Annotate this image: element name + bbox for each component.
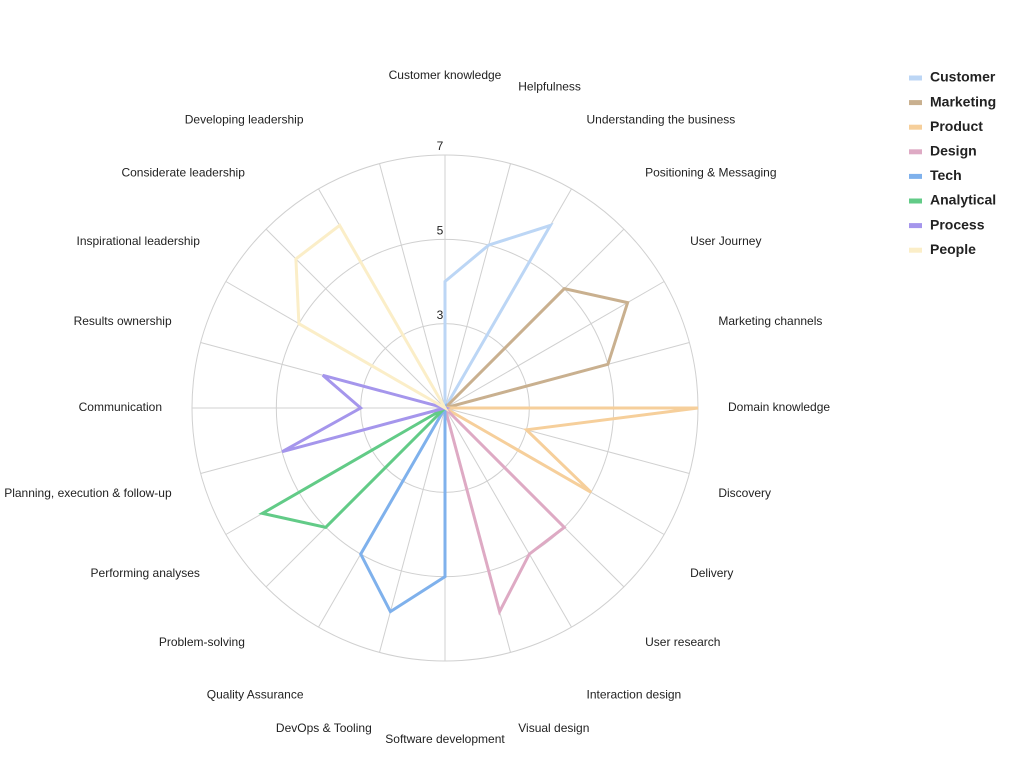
legend-label: People <box>930 241 976 257</box>
spoke <box>444 407 690 474</box>
series-line <box>358 402 447 614</box>
axis-label: Understanding the business <box>587 113 736 127</box>
spoke <box>379 163 446 409</box>
axis-label: Delivery <box>690 566 733 580</box>
legend-label: Marketing <box>930 93 996 109</box>
axis-label: Domain knowledge <box>728 400 830 414</box>
spoke <box>379 407 446 653</box>
axis-label: Visual design <box>518 721 589 735</box>
series-line <box>442 402 567 616</box>
legend-label: Product <box>930 118 983 134</box>
axis-label: Positioning & Messaging <box>645 165 776 179</box>
r-tick-label: 7 <box>437 139 444 153</box>
legend-label: Customer <box>930 69 996 85</box>
series-line <box>443 222 554 414</box>
spoke <box>444 163 511 409</box>
axis-label: Quality Assurance <box>207 688 304 702</box>
axis-label: Marketing channels <box>718 314 822 328</box>
axis-label: Results ownership <box>74 314 172 328</box>
legend-label: Tech <box>930 167 962 183</box>
axis-label: Software development <box>385 732 505 746</box>
axis-label: Helpfulness <box>518 79 581 93</box>
axis-label: Customer knowledge <box>389 68 502 82</box>
legend-label: Design <box>930 143 977 159</box>
axis-label: Considerate leadership <box>121 165 245 179</box>
axis-label: User Journey <box>690 234 761 248</box>
series-line <box>294 223 450 413</box>
r-tick-label: 5 <box>437 224 444 238</box>
axis-label: User research <box>645 635 720 649</box>
legend-label: Process <box>930 216 985 232</box>
series-line <box>439 406 699 494</box>
axis-label: DevOps & Tooling <box>276 721 372 735</box>
axis-label: Developing leadership <box>185 113 304 127</box>
spoke <box>444 407 572 628</box>
axis-label: Discovery <box>718 486 771 500</box>
series-line <box>281 373 451 454</box>
axis-label: Interaction design <box>587 688 682 702</box>
axis-label: Inspirational leadership <box>76 234 200 248</box>
r-tick-label: 3 <box>437 308 444 322</box>
axis-label: Performing analyses <box>91 566 200 580</box>
series-line <box>439 287 630 411</box>
series-line <box>258 406 447 529</box>
axis-label: Problem-solving <box>159 635 245 649</box>
axis-label: Communication <box>79 400 162 414</box>
legend-label: Analytical <box>930 192 996 208</box>
axis-label: Planning, execution & follow-up <box>4 486 172 500</box>
